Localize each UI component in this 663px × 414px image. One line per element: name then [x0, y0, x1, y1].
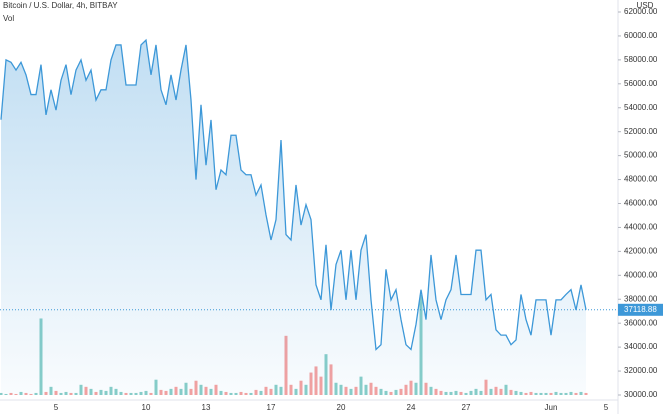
x-tick-label: 13 — [202, 403, 211, 412]
y-tick-label: 48000.00 — [624, 175, 658, 184]
y-tick-label: 62000.00 — [624, 7, 658, 16]
y-tick-label: 32000.00 — [624, 366, 658, 375]
x-tick-label: 20 — [337, 403, 346, 412]
y-tick-label: 44000.00 — [624, 223, 658, 232]
chart-title: Bitcoin / U.S. Dollar, 4h, BITBAY — [3, 1, 118, 10]
y-tick-label: 46000.00 — [624, 199, 658, 208]
y-tick-label: 42000.00 — [624, 246, 658, 255]
y-tick-label: 40000.00 — [624, 270, 658, 279]
y-tick-label: 54000.00 — [624, 103, 658, 112]
x-tick-label: 5 — [604, 403, 609, 412]
y-tick-label: 50000.00 — [624, 151, 658, 160]
x-tick-label: 24 — [407, 403, 416, 412]
y-tick-label: 36000.00 — [624, 318, 658, 327]
y-tick-label: 58000.00 — [624, 55, 658, 64]
x-tick-label: 27 — [462, 403, 471, 412]
last-price-box — [618, 303, 663, 316]
x-tick-label: Jun — [545, 403, 558, 412]
y-tick-label: 38000.00 — [624, 294, 658, 303]
price-line — [0, 38, 587, 351]
y-tick-label: 34000.00 — [624, 342, 658, 351]
x-tick-label: 17 — [267, 403, 276, 412]
volume-label: Vol — [3, 14, 14, 23]
y-tick-label: 56000.00 — [624, 79, 658, 88]
currency-label: USD — [637, 1, 654, 10]
x-tick-label: 5 — [54, 403, 59, 412]
x-tick-label: 10 — [142, 403, 151, 412]
y-tick-label: 60000.00 — [624, 31, 658, 40]
last-price-label: 37118.88 — [624, 305, 657, 314]
y-tick-label: 30000.00 — [624, 390, 658, 399]
y-tick-label: 52000.00 — [624, 127, 658, 136]
